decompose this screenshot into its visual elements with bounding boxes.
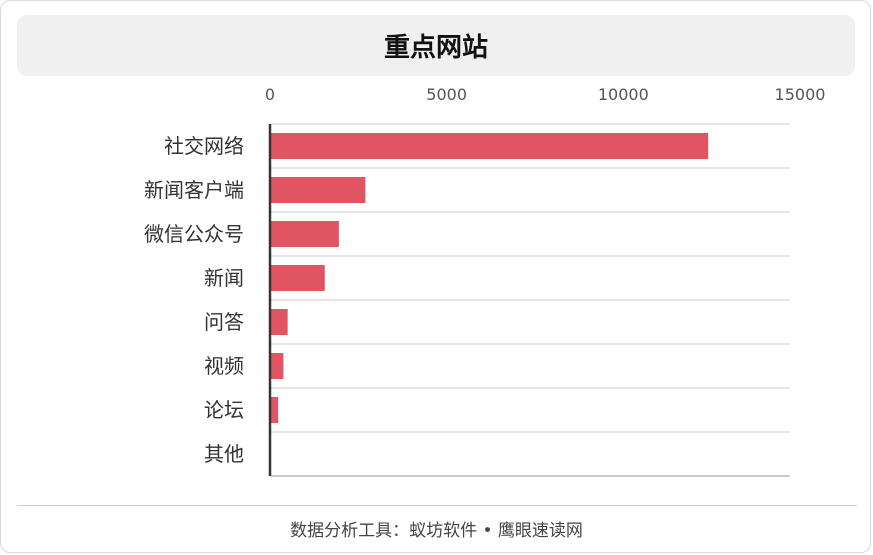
bar-2 <box>270 221 339 247</box>
bar-4 <box>270 309 288 335</box>
chart-title: 重点网站 <box>383 33 488 63</box>
bar-6 <box>270 397 279 423</box>
category-label: 论坛 <box>204 398 244 422</box>
category-label: 微信公众号 <box>144 222 244 246</box>
category-label: 新闻客户端 <box>144 178 244 202</box>
x-tick-label: 5000 <box>426 85 467 104</box>
bar-0 <box>270 133 709 159</box>
bar-1 <box>270 177 366 203</box>
bar-3 <box>270 265 325 291</box>
category-label: 视频 <box>204 354 244 378</box>
x-tick-label: 10000 <box>598 85 649 104</box>
category-label: 新闻 <box>204 266 244 290</box>
footer-source: 数据分析工具：蚁坊软件 • 鹰眼速读网 <box>290 521 583 541</box>
title-bar: 重点网站 <box>17 15 855 76</box>
x-tick-label: 15000 <box>775 85 826 104</box>
bar-5 <box>270 353 284 379</box>
category-label: 社交网络 <box>164 134 244 158</box>
category-label: 问答 <box>204 310 244 334</box>
category-label: 其他 <box>204 442 244 466</box>
footer-divider <box>17 505 857 506</box>
x-tick-label: 0 <box>265 85 275 104</box>
